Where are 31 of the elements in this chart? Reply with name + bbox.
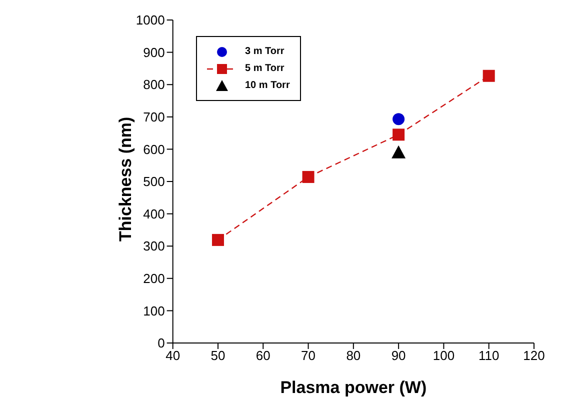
- y-tick-label: 0: [158, 336, 165, 351]
- y-tick-label: 500: [143, 174, 165, 190]
- y-tick-label: 800: [143, 77, 165, 92]
- x-tick-label: 50: [210, 348, 226, 364]
- x-tick-label: 90: [391, 348, 406, 364]
- y-tick-label: 1000: [136, 12, 165, 28]
- x-axis-title: Plasma power (W): [280, 378, 427, 398]
- legend-label: 3 m Torr: [245, 46, 284, 57]
- y-tick-label: 700: [143, 110, 165, 125]
- point: [392, 145, 406, 158]
- y-tick-label: 900: [143, 44, 165, 60]
- y-axis-title: Thickness (nm): [116, 116, 135, 242]
- point: [392, 128, 405, 141]
- y-tick-label: 300: [143, 238, 165, 254]
- y-tick-label: 200: [143, 271, 165, 286]
- y-tick-label: 600: [143, 142, 165, 157]
- y-tick-label: 400: [143, 206, 165, 222]
- legend-label: 5 m Torr: [245, 63, 284, 74]
- x-tick-label: 120: [523, 348, 545, 364]
- point: [482, 70, 495, 82]
- x-tick-label: 100: [432, 348, 455, 364]
- x-tick-label: 40: [166, 348, 180, 364]
- point: [392, 113, 405, 126]
- point: [212, 234, 224, 246]
- y-tick-label: 100: [143, 303, 165, 318]
- legend-label: 10 m Torr: [245, 80, 290, 91]
- x-tick-label: 70: [301, 348, 316, 364]
- x-tick-label: 60: [256, 348, 270, 364]
- x-tick-label: 110: [478, 348, 500, 364]
- point: [302, 170, 314, 183]
- x-tick-label: 80: [346, 348, 361, 364]
